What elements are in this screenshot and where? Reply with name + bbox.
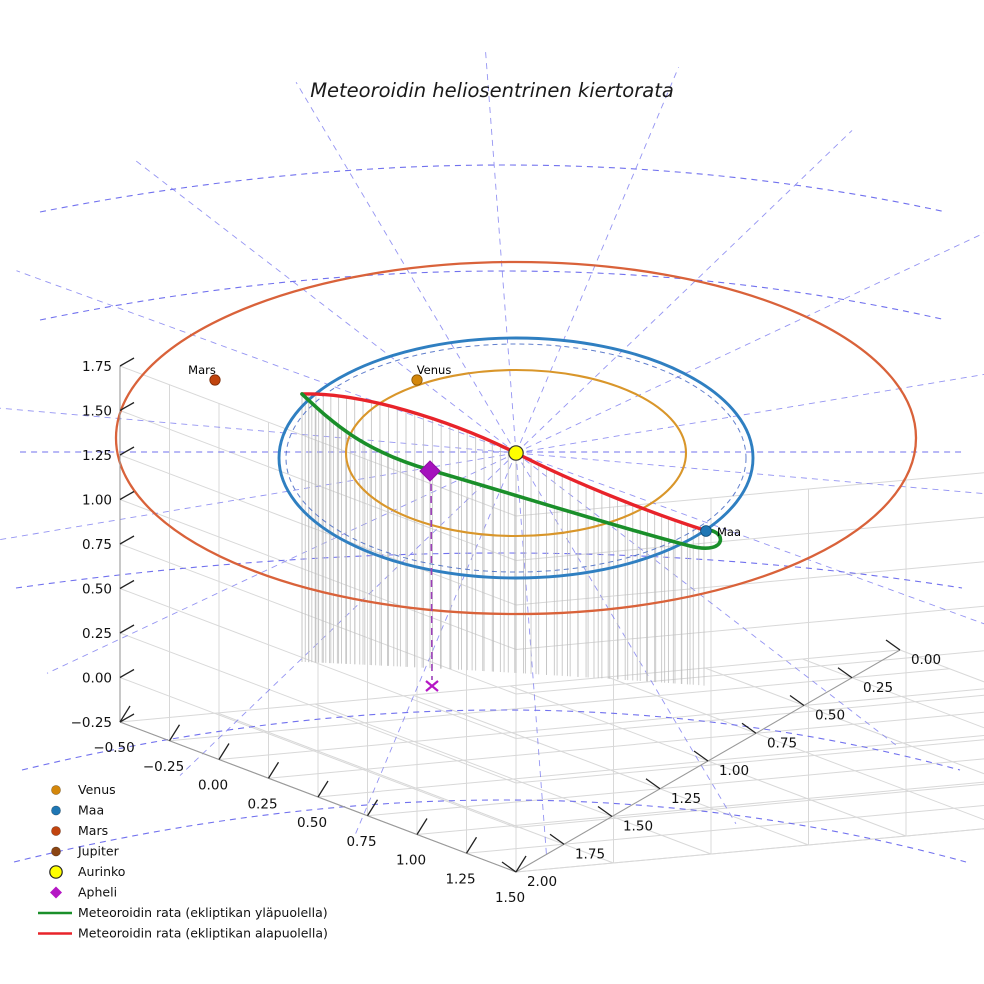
legend-label: Mars — [78, 823, 108, 838]
marker-sun — [508, 445, 524, 461]
axis-tick-label: 0.75 — [82, 537, 112, 553]
legend-marker-circle — [51, 826, 61, 836]
legend-item[interactable]: Maa — [51, 803, 104, 818]
axis-tick-label: 1.25 — [445, 871, 475, 887]
axis-tick-label: 0.00 — [198, 778, 228, 794]
legend-label: Apheli — [78, 885, 117, 900]
legend-item[interactable]: Jupiter — [51, 844, 120, 859]
aphelion-floor-cross — [425, 680, 439, 692]
axis-tick-label: 0.75 — [767, 735, 797, 751]
axis-tick-label: 1.25 — [671, 791, 701, 807]
axis-tick-label: 0.50 — [297, 815, 327, 831]
legend-item[interactable]: Meteoroidin rata (ekliptikan alapuolella… — [38, 926, 328, 941]
legend-item[interactable]: Meteoroidin rata (ekliptikan yläpuolella… — [38, 905, 328, 920]
axis-tick-label: 1.50 — [495, 890, 525, 906]
axis-tick-label: 0.25 — [863, 680, 893, 696]
legend-label: Maa — [78, 803, 104, 818]
meteoroid-orbit-above — [300, 392, 723, 550]
legend-marker-circle — [51, 846, 61, 857]
legend: Venus Maa Mars Jupiter Aurinko Apheli Meteoroi… — [38, 782, 328, 941]
marker-venus — [411, 374, 423, 386]
axis-tick-label: 0.00 — [82, 671, 112, 687]
axis-tick-label: 1.75 — [82, 359, 112, 375]
legend-marker-diamond — [50, 886, 62, 899]
axis-tick-label: 0.50 — [815, 708, 845, 724]
axis-tick-label: 1.75 — [575, 846, 605, 862]
axis-tick-label: 0.50 — [82, 582, 112, 598]
axis-tick-label: 0.00 — [911, 652, 941, 668]
axis-tick-label: 0.25 — [247, 796, 277, 812]
y-axis-ticks: 0.00 0.25 0.50 0.75 1.00 1.25 1.50 1.75 2.00 — [501, 639, 941, 890]
legend-label: Venus — [78, 782, 116, 797]
marker-mars — [209, 374, 221, 386]
legend-marker-circle — [51, 785, 61, 795]
page-title: Meteoroidin heliosentrinen kiertorata — [310, 79, 674, 102]
marker-earth — [700, 525, 712, 537]
meteoroid-orbit-below — [300, 392, 706, 532]
aphelion-marker — [419, 460, 441, 482]
stem-drop-lines — [301, 393, 705, 686]
axis-lines — [119, 366, 901, 873]
ecliptic-guide-lines — [0, 50, 984, 863]
orbit-earth — [277, 336, 755, 580]
legend-marker-circle — [51, 805, 61, 816]
legend-item[interactable]: Apheli — [50, 885, 117, 900]
legend-label: Meteoroidin rata (ekliptikan yläpuolella… — [78, 905, 328, 920]
legend-label: Aurinko — [78, 864, 125, 879]
legend-item[interactable]: Aurinko — [49, 864, 126, 879]
orbit-venus — [344, 368, 688, 538]
axis-tick-label: 1.00 — [396, 853, 426, 869]
orbit-earth-dash — [285, 343, 747, 573]
label-venus: Venus — [417, 363, 452, 377]
axis-tick-label: 1.25 — [82, 448, 112, 464]
axis-tick-label: −0.25 — [143, 759, 184, 775]
axis-tick-label: 0.75 — [346, 834, 376, 850]
orbit-jupiter — [114, 260, 918, 616]
aphelion-drop-line — [430, 471, 433, 681]
z-axis-ticks: 1.75 1.50 1.25 1.00 0.75 0.50 0.25 0.00 −0.25 — [71, 357, 135, 731]
axis-tick-label: −0.25 — [71, 715, 112, 731]
axis-tick-label: 1.50 — [623, 819, 653, 835]
axis-tick-label: 1.00 — [82, 493, 112, 509]
axis-tick-label: 2.00 — [527, 874, 557, 890]
axis-tick-label: 1.50 — [82, 404, 112, 420]
legend-item[interactable]: Mars — [51, 823, 108, 838]
label-mars: Mars — [188, 363, 216, 377]
label-earth: Maa — [717, 525, 741, 539]
legend-label: Meteoroidin rata (ekliptikan alapuolella… — [78, 926, 328, 941]
legend-label: Jupiter — [77, 844, 120, 859]
axis-tick-label: 0.25 — [82, 626, 112, 642]
axis-tick-label: 1.00 — [719, 763, 749, 779]
axis-tick-label: −0.50 — [93, 740, 134, 756]
legend-item[interactable]: Venus — [51, 782, 116, 797]
legend-marker-circle — [49, 865, 63, 879]
x-axis-ticks: −0.50 −0.25 0.00 0.25 0.50 0.75 1.00 1.25 1.50 — [93, 705, 527, 906]
